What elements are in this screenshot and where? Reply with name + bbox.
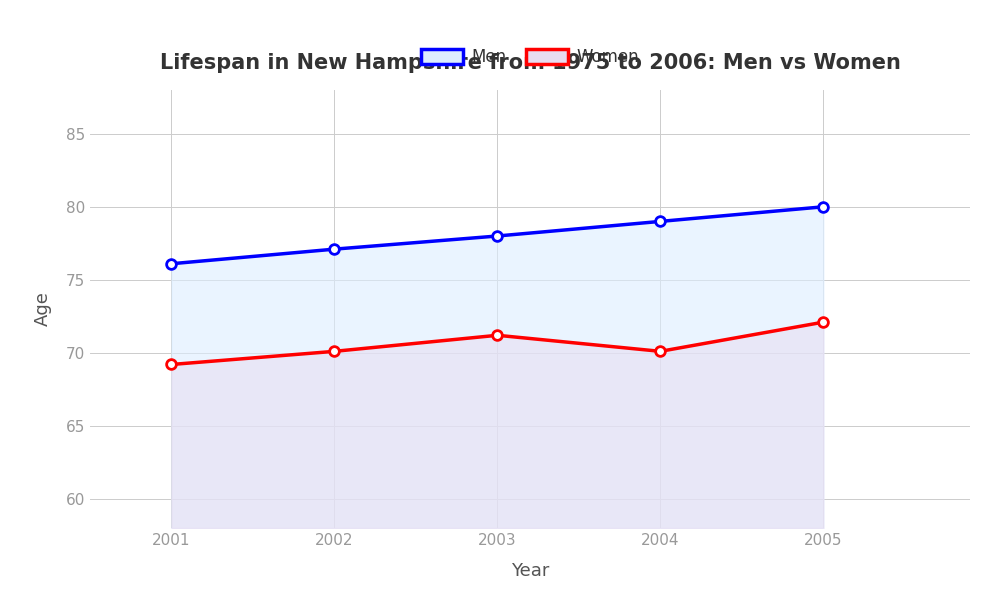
Y-axis label: Age: Age	[34, 292, 52, 326]
Legend: Men, Women: Men, Women	[414, 41, 646, 73]
X-axis label: Year: Year	[511, 562, 549, 580]
Title: Lifespan in New Hampshire from 1975 to 2006: Men vs Women: Lifespan in New Hampshire from 1975 to 2…	[160, 53, 900, 73]
